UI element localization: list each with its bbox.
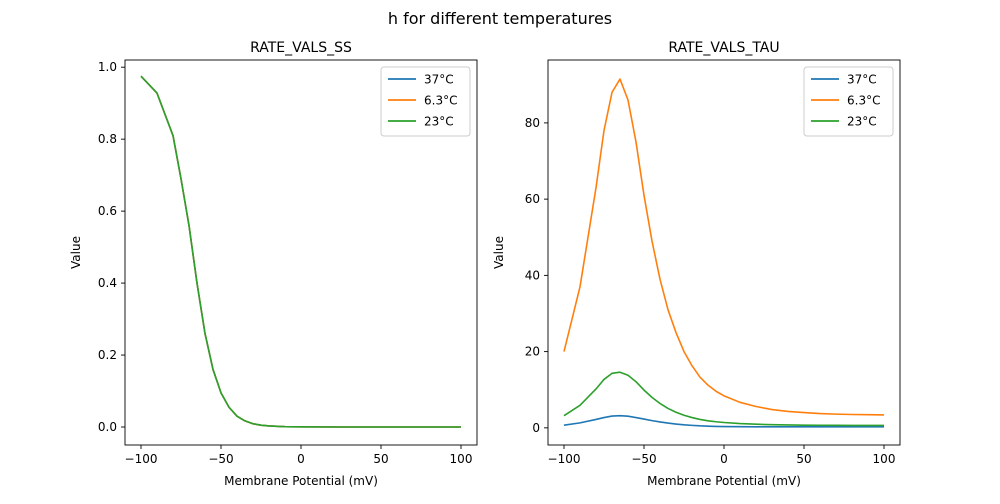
series-group [563, 78, 885, 428]
legend-label: 23°C [424, 115, 454, 129]
series-line-6.3°C [563, 78, 885, 416]
legend-label: 6.3°C [847, 94, 880, 108]
y-tick-label: 0.4 [98, 276, 117, 290]
legend-box [380, 66, 471, 137]
y-tick-label: 20 [525, 345, 540, 359]
x-axis-label: Membrane Potential (mV) [224, 474, 378, 488]
chart-title: RATE_VALS_TAU [668, 40, 779, 56]
chart-panel-ss: RATE_VALS_SS −100 −50 0 50 100 0.0 0.2 0.4 0.6 0.8… [69, 40, 478, 488]
x-tick-label: −50 [208, 452, 233, 466]
y-axis-label: Value [69, 236, 83, 269]
x-tick-label: −50 [631, 452, 656, 466]
x-tick-label: 0 [720, 452, 728, 466]
y-tick-label: 40 [525, 268, 540, 282]
y-tick-label: 0.2 [98, 348, 117, 362]
x-tick-label: 0 [297, 452, 305, 466]
legend-label: 23°C [847, 115, 877, 129]
series-group [140, 75, 461, 428]
legend-label: 37°C [847, 73, 877, 87]
x-tick-label: −100 [125, 452, 158, 466]
x-tick-label: 50 [796, 452, 811, 466]
y-tick-label: 80 [525, 116, 540, 130]
legend: 37°C 6.3°C 23°C [803, 66, 894, 137]
y-tick-label: 1.0 [98, 60, 117, 74]
chart-panel-tau: RATE_VALS_TAU −100 −50 0 50 100 0 20 40 60 80 Membr… [492, 40, 901, 488]
x-tick-label: 100 [450, 452, 473, 466]
y-tick-label: 0 [532, 421, 540, 435]
series-line-23°C [563, 371, 885, 427]
y-tick-label: 0.8 [98, 132, 117, 146]
x-tick-label: −100 [548, 452, 581, 466]
series-line-23°C [140, 75, 461, 428]
legend-label: 6.3°C [424, 94, 457, 108]
figure-suptitle: h for different temperatures [388, 9, 612, 28]
y-tick-label: 0.6 [98, 204, 117, 218]
y-tick-label: 60 [525, 192, 540, 206]
legend: 37°C 6.3°C 23°C [380, 66, 471, 137]
legend-box [803, 66, 894, 137]
series-line-37°C [563, 414, 884, 428]
chart-title: RATE_VALS_SS [250, 40, 352, 56]
y-axis-label: Value [492, 236, 506, 269]
x-tick-label: 50 [373, 452, 388, 466]
x-tick-label: 100 [873, 452, 896, 466]
legend-label: 37°C [424, 73, 454, 87]
x-axis-label: Membrane Potential (mV) [647, 474, 801, 488]
y-tick-label: 0.0 [98, 420, 117, 434]
